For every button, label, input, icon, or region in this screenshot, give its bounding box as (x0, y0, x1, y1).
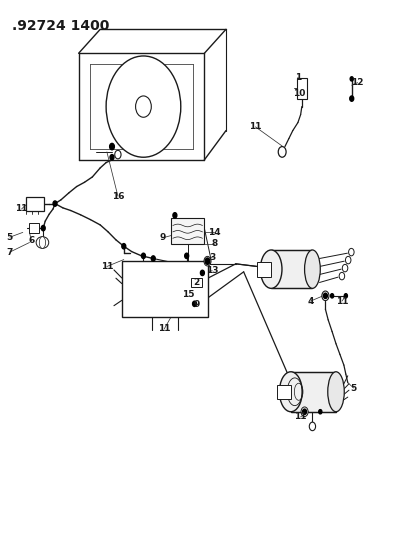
Ellipse shape (328, 372, 344, 411)
Circle shape (331, 294, 334, 298)
Bar (257, 262, 271, 277)
Text: 7: 7 (7, 248, 13, 256)
Text: 15: 15 (182, 290, 195, 298)
Circle shape (350, 77, 353, 81)
Bar (171, 218, 204, 244)
Circle shape (323, 293, 327, 298)
Text: 12: 12 (351, 78, 364, 87)
Text: 11: 11 (158, 325, 171, 333)
Bar (297, 78, 307, 99)
Bar (191, 278, 202, 287)
Circle shape (322, 291, 329, 301)
Text: 11: 11 (294, 413, 307, 421)
Ellipse shape (279, 372, 302, 411)
Bar (291, 372, 336, 411)
Circle shape (278, 147, 286, 157)
Circle shape (110, 143, 114, 150)
Circle shape (344, 294, 347, 298)
Bar (271, 250, 312, 288)
Circle shape (342, 264, 348, 272)
Text: 11: 11 (336, 297, 348, 305)
Circle shape (53, 201, 57, 206)
Text: 5: 5 (351, 384, 357, 392)
Bar (29, 223, 39, 233)
Text: 10: 10 (293, 89, 306, 98)
Text: 9: 9 (160, 233, 166, 242)
Circle shape (122, 244, 126, 249)
Text: 1: 1 (295, 73, 301, 82)
Text: 11: 11 (101, 262, 113, 271)
Text: 9: 9 (193, 301, 200, 309)
Circle shape (110, 155, 114, 160)
Text: 8: 8 (211, 239, 217, 248)
Circle shape (141, 253, 145, 259)
Text: 16: 16 (112, 192, 124, 200)
Text: 5: 5 (7, 233, 13, 241)
Text: 11: 11 (15, 205, 28, 213)
Text: 14: 14 (208, 228, 220, 237)
Text: 13: 13 (206, 266, 219, 275)
Text: 2: 2 (193, 278, 200, 287)
Circle shape (303, 409, 307, 415)
Bar (277, 385, 291, 399)
Circle shape (309, 422, 316, 431)
Circle shape (106, 56, 181, 157)
Circle shape (204, 256, 211, 266)
Bar (122, 261, 208, 317)
Text: 6: 6 (28, 237, 35, 245)
Circle shape (151, 256, 155, 261)
Text: 11: 11 (249, 123, 262, 131)
Bar (26, 197, 44, 211)
Text: .92724 1400: .92724 1400 (12, 19, 109, 33)
Circle shape (41, 225, 45, 231)
Circle shape (301, 407, 308, 417)
Circle shape (345, 256, 351, 264)
Circle shape (185, 253, 189, 259)
Circle shape (350, 96, 354, 101)
Circle shape (115, 150, 121, 159)
Circle shape (349, 248, 354, 256)
Text: 3: 3 (209, 253, 215, 262)
Circle shape (193, 301, 196, 306)
Text: 4: 4 (307, 297, 314, 305)
Circle shape (205, 258, 210, 264)
Circle shape (319, 409, 322, 414)
Ellipse shape (39, 237, 46, 248)
Circle shape (173, 213, 177, 218)
Ellipse shape (305, 250, 320, 288)
Circle shape (339, 272, 345, 280)
Ellipse shape (260, 250, 282, 288)
Ellipse shape (36, 237, 49, 248)
Circle shape (200, 270, 204, 276)
Circle shape (136, 96, 151, 117)
